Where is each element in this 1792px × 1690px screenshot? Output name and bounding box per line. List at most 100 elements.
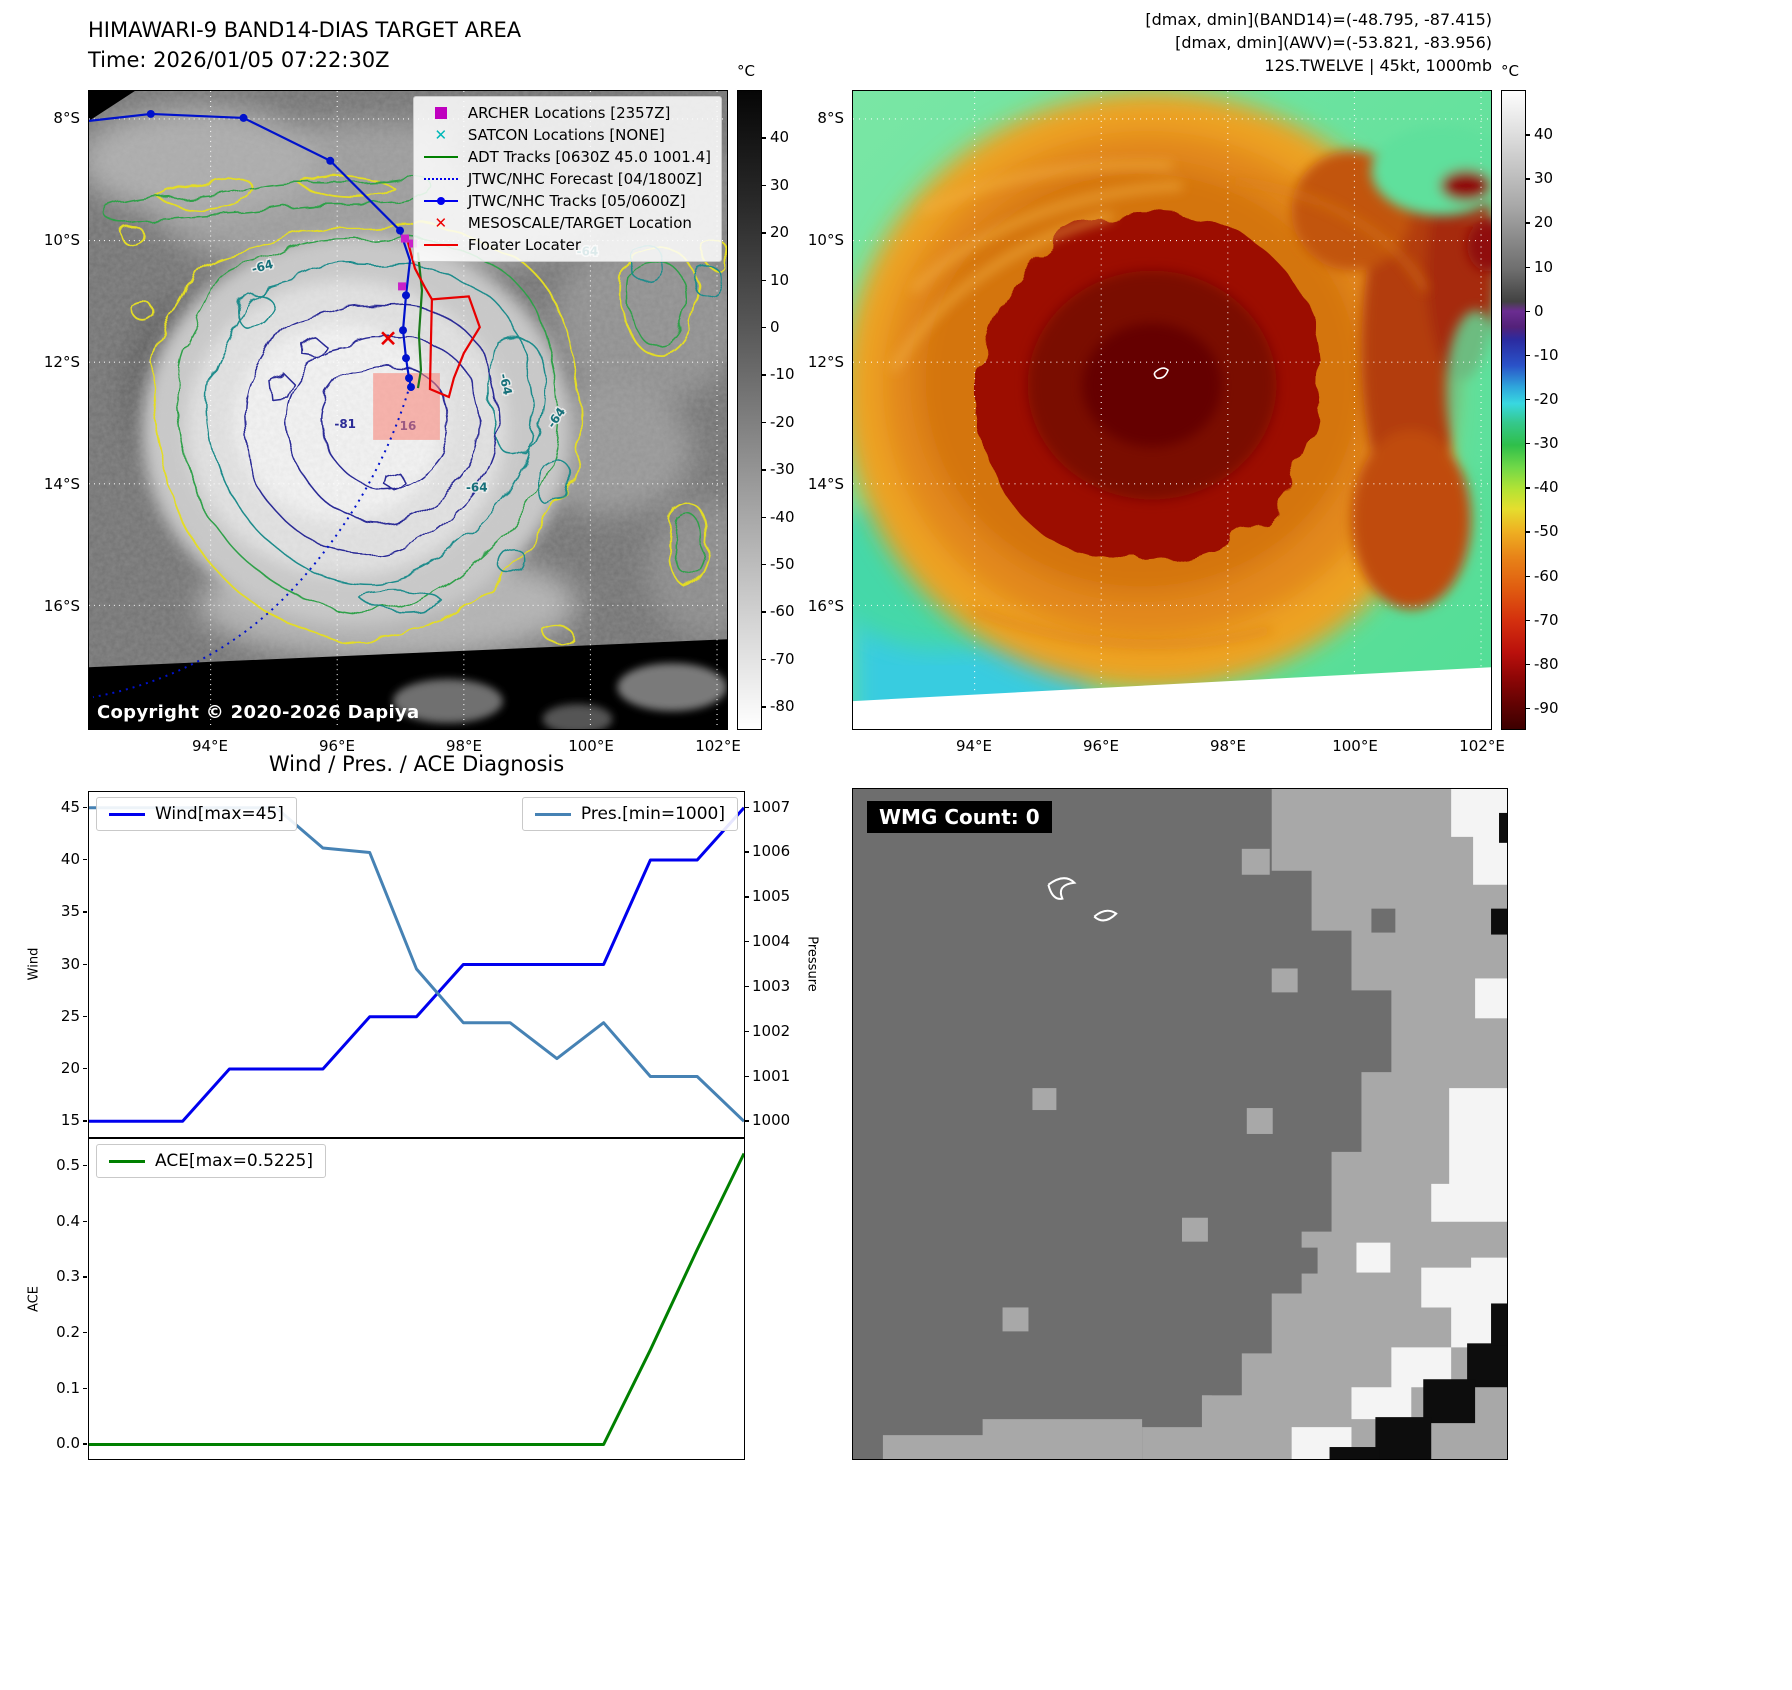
x-tick-label: 94°E	[955, 737, 993, 755]
ace-chart-panel	[88, 1138, 745, 1460]
legend-label: JTWC/NHC Tracks [05/0600Z]	[467, 192, 686, 210]
awv-color-image	[853, 91, 1491, 729]
awv-map-panel	[852, 90, 1492, 730]
x-tick-label: 94°E	[191, 737, 229, 755]
island-outline	[1153, 367, 1169, 379]
pressure-axis-label: Pressure	[804, 936, 820, 992]
tick-mark	[762, 564, 766, 566]
map-legend: ARCHER Locations [2357Z] ✕ SATCON Location…	[412, 96, 722, 262]
legend-item: Floater Locater	[423, 236, 711, 254]
tick-mark	[762, 374, 766, 376]
y-tick-label: 14°S	[43, 475, 80, 493]
dmax-dmin-band14-text: [dmax, dmin](BAND14)=(-48.795, -87.415)	[1145, 10, 1492, 29]
line-marker-icon	[423, 156, 458, 158]
awv-colorbar-unit: °C	[1501, 62, 1519, 80]
tick-mark	[1526, 663, 1530, 666]
colorbar-tick-label: -40	[770, 507, 795, 526]
line-marker-icon	[423, 244, 458, 246]
x-tick-label: 98°E	[445, 737, 483, 755]
line-marker-icon	[423, 197, 458, 205]
tick-mark	[762, 516, 766, 519]
y-tick-label: 40	[60, 849, 80, 868]
tick-mark	[1526, 487, 1530, 489]
colorbar-tick-label: -20	[770, 412, 795, 431]
colorbar-tick-label: -60	[770, 602, 795, 621]
y-tick-label: 16°S	[807, 597, 844, 615]
diagnosis-title: Wind / Pres. / ACE Diagnosis	[268, 752, 565, 776]
tick-mark	[745, 806, 749, 809]
tick-mark	[762, 137, 766, 139]
x-tick-label: 100°E	[1332, 737, 1378, 755]
dot-marker-icon	[436, 197, 445, 205]
x-marker-icon: ✕	[434, 126, 448, 144]
wmg-count-badge: WMG Count: 0	[867, 801, 1052, 833]
colorbar-tick-label: -50	[770, 555, 795, 574]
storm-id-intensity-text: 12S.TWELVE | 45kt, 1000mb	[1264, 56, 1492, 75]
ace-axis-label: ACE	[26, 1286, 42, 1312]
y-tick-label: 0.1	[56, 1378, 80, 1397]
colorbar-tick-label: -30	[770, 460, 795, 479]
tick-mark	[745, 896, 749, 898]
ace-line-sample-icon	[109, 1159, 145, 1163]
tick-mark	[762, 706, 766, 708]
tick-mark	[762, 184, 766, 187]
ace-legend-label: ACE[max=0.5225]	[155, 1151, 313, 1171]
y-tick-label: 14°S	[807, 475, 844, 493]
y2-tick-label: 1002	[752, 1021, 791, 1040]
line-marker-icon	[423, 156, 458, 158]
tick-mark	[83, 858, 87, 861]
dotted-line-marker-icon	[423, 178, 458, 180]
pressure-line-sample-icon	[534, 812, 571, 816]
wind-legend-label: Wind[max=45]	[155, 804, 284, 824]
y-tick-label: 12°S	[43, 353, 80, 371]
band14-title: HIMAWARI-9 BAND14-DIAS TARGET AREA	[88, 18, 522, 42]
tick-mark	[745, 1030, 749, 1033]
floater-polygon	[428, 295, 481, 399]
colorbar-tick-label: 40	[770, 128, 790, 147]
legend-label: ADT Tracks [0630Z 45.0 1001.4]	[467, 148, 711, 166]
y-tick-label: 12°S	[807, 353, 844, 371]
ace-legend: ACE[max=0.5225]	[96, 1144, 326, 1178]
y2-tick-label: 1001	[752, 1066, 791, 1085]
mesoscale-target-box	[373, 373, 440, 440]
tick-mark	[83, 1332, 87, 1334]
colorbar-tick-label: -20	[1534, 389, 1559, 408]
y-tick-label: 0.2	[56, 1323, 80, 1342]
tick-mark	[762, 658, 766, 661]
contour-label: -81	[334, 417, 356, 431]
legend-item: JTWC/NHC Forecast [04/1800Z]	[423, 170, 711, 188]
colorbar-tick-label: -80	[1534, 654, 1559, 673]
colorbar-tick-label: -80	[770, 697, 795, 716]
white-terrain-patches	[1291, 789, 1507, 1459]
series-line-1	[89, 806, 744, 1123]
colorbar-tick-label: -50	[1534, 522, 1559, 541]
tick-mark	[745, 985, 749, 988]
band14-colorbar	[737, 90, 762, 730]
colorbar-tick-label: -60	[1534, 566, 1559, 585]
line-marker-icon	[423, 178, 458, 180]
tick-mark	[83, 1220, 87, 1223]
tick-mark	[1526, 222, 1530, 224]
tick-mark	[745, 1075, 749, 1077]
y-tick-label: 15	[60, 1111, 80, 1130]
awv-header: [dmax, dmin](BAND14)=(-48.795, -87.415) …	[892, 8, 1492, 77]
y2-tick-label: 1005	[752, 887, 791, 906]
tick-mark	[1526, 266, 1530, 268]
tick-mark	[1526, 531, 1530, 533]
pressure-legend: Pres.[min=1000]	[521, 797, 738, 831]
series-line-2	[89, 806, 744, 1123]
tick-mark	[1526, 707, 1530, 710]
y-tick-label: 25	[60, 1006, 80, 1025]
tick-mark	[1526, 354, 1530, 357]
tick-mark	[83, 1165, 87, 1167]
x-tick-label: 100°E	[568, 737, 614, 755]
tick-mark	[83, 1120, 87, 1122]
y-tick-label: 35	[60, 902, 80, 921]
tick-mark	[762, 279, 766, 282]
x-tick-label: 98°E	[1209, 737, 1247, 755]
tick-mark	[1526, 443, 1530, 445]
x-tick-label: 102°E	[695, 737, 741, 755]
jtwc-forecast-line	[92, 384, 411, 699]
colorbar-tick-label: -10	[1534, 345, 1559, 364]
